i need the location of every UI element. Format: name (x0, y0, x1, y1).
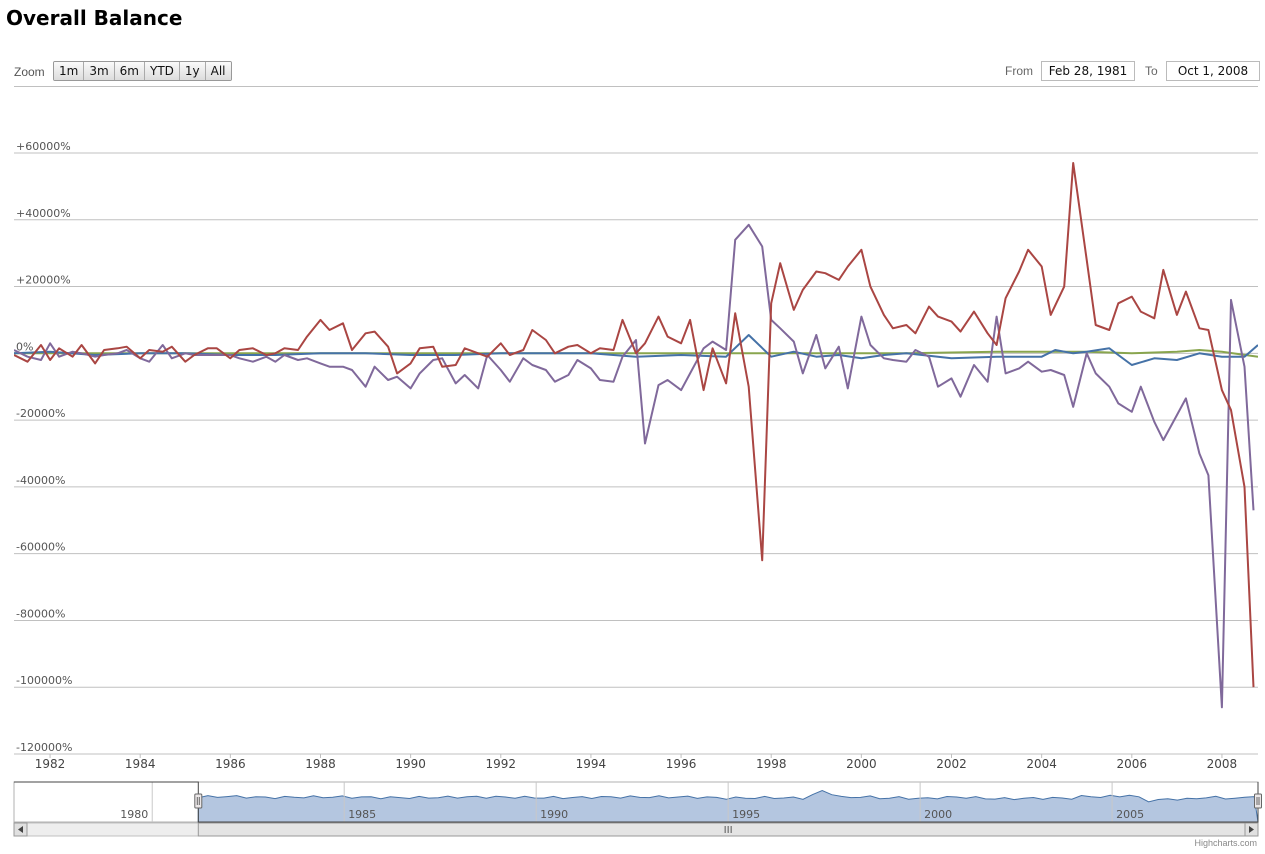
credits-link[interactable]: Highcharts.com (1194, 838, 1257, 848)
x-tick-label: 2006 (1117, 757, 1148, 771)
navigator-mask (14, 782, 198, 822)
y-tick-label: +40000% (16, 207, 71, 220)
x-tick-label: 2002 (936, 757, 967, 771)
zoom-6m-button[interactable]: 6m (114, 62, 145, 80)
navigator-left-handle[interactable] (194, 793, 203, 809)
y-tick-label: 0% (16, 340, 33, 353)
handle-body[interactable] (194, 793, 203, 809)
x-tick-label: 1988 (305, 757, 336, 771)
zoom-ytd-button[interactable]: YTD (144, 62, 180, 80)
navigator-right-handle[interactable] (1254, 793, 1262, 809)
zoom-3m-button[interactable]: 3m (84, 62, 115, 80)
x-tick-label: 1994 (576, 757, 607, 771)
axis-layer: +60000% +40000% +20000% 0% -20000% -40000% -60… (14, 140, 1258, 771)
y-tick-label: -60000% (16, 541, 65, 554)
navigator-tick-label: 2005 (1116, 808, 1144, 821)
x-tick-label: 2004 (1026, 757, 1057, 771)
x-tick-label: 1996 (666, 757, 697, 771)
y-tick-label: -20000% (16, 407, 65, 420)
arrow-left-icon (18, 826, 23, 833)
x-tick-label: 1986 (215, 757, 246, 771)
y-tick-label: +20000% (16, 274, 71, 287)
series-red-line (14, 162, 1255, 688)
navigator-tick-label: 1980 (120, 808, 148, 821)
x-tick-label: 2000 (846, 757, 877, 771)
range-selector-divider (14, 86, 1258, 87)
zoom-1y-button[interactable]: 1y (179, 62, 206, 80)
y-tick-label: -80000% (16, 607, 65, 620)
zoom-all-button[interactable]: All (205, 62, 231, 80)
series-blue-line (14, 334, 1258, 366)
y-tick-label: -120000% (16, 741, 72, 754)
to-label: To (1145, 64, 1158, 78)
zoom-1m-button[interactable]: 1m (54, 62, 85, 80)
series-purple-line (14, 223, 1255, 709)
x-tick-label: 1984 (125, 757, 156, 771)
x-tick-label: 1998 (756, 757, 787, 771)
from-date-input[interactable]: Feb 28, 1981 (1041, 61, 1135, 81)
zoom-label: Zoom (14, 65, 45, 79)
grid-layer (14, 152, 1258, 755)
navigator-tick-label: 1995 (732, 808, 760, 821)
page-title: Overall Balance (6, 6, 183, 30)
y-tick-label: -100000% (16, 674, 72, 687)
arrow-right-icon (1249, 826, 1254, 833)
to-date-input[interactable]: Oct 1, 2008 (1166, 61, 1260, 81)
x-tick-label: 1982 (35, 757, 66, 771)
navigator-outline (14, 781, 1259, 823)
x-tick-label: 2008 (1207, 757, 1238, 771)
navigator[interactable]: 1980 1985 1990 1995 2000 2005 (13, 781, 1262, 837)
navigator-tick-label: 1985 (348, 808, 376, 821)
navigator-tick-label: 1990 (540, 808, 568, 821)
x-tick-label: 1990 (395, 757, 426, 771)
zoom-button-group: 1m 3m 6m YTD 1y All (53, 61, 232, 81)
series-layer (14, 162, 1258, 709)
y-tick-label: -40000% (16, 474, 65, 487)
navigator-tick-label: 2000 (924, 808, 952, 821)
from-label: From (1005, 64, 1033, 78)
handle-body[interactable] (1254, 793, 1262, 809)
x-tick-label: 1992 (486, 757, 517, 771)
y-tick-label: +60000% (16, 140, 71, 153)
